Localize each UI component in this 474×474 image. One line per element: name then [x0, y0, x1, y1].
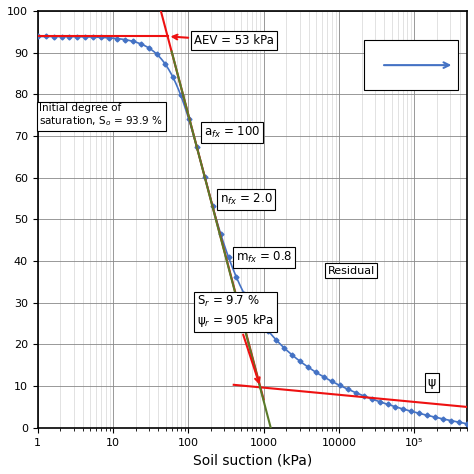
Text: Initial degree of
saturation, S$_o$ = 93.9 %: Initial degree of saturation, S$_o$ = 93…	[39, 103, 163, 128]
Text: AEV = 53 kPa: AEV = 53 kPa	[173, 34, 274, 47]
FancyBboxPatch shape	[364, 40, 458, 90]
Text: ψ: ψ	[428, 376, 436, 389]
Text: Residual: Residual	[328, 265, 374, 275]
Text: n$_{fx}$ = 2.0: n$_{fx}$ = 2.0	[219, 191, 273, 207]
Text: m$_{fx}$ = 0.8: m$_{fx}$ = 0.8	[236, 250, 292, 265]
Text: a$_{fx}$ = 100: a$_{fx}$ = 100	[204, 125, 260, 140]
Text: S$_r$ = 9.7 %
ψ$_r$ = 905 kPa: S$_r$ = 9.7 % ψ$_r$ = 905 kPa	[197, 294, 274, 383]
X-axis label: Soil suction (kPa): Soil suction (kPa)	[193, 453, 312, 467]
